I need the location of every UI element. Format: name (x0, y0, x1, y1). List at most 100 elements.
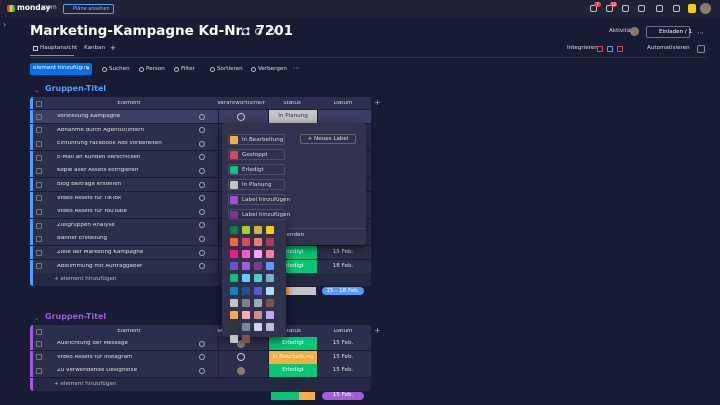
palette-swatch[interactable] (242, 250, 250, 259)
title-icon[interactable] (268, 28, 275, 35)
palette-swatch[interactable] (266, 322, 274, 331)
person-avatar[interactable] (237, 339, 245, 348)
status-cell[interactable]: Erledigt (269, 337, 317, 350)
row-checkbox[interactable] (36, 141, 42, 147)
item-name[interactable]: Einführung Facebook Ads vorbereiten (57, 141, 162, 147)
date-cell[interactable]: 15 Feb. (332, 249, 354, 255)
palette-swatch[interactable] (266, 238, 274, 247)
palette-swatch[interactable] (254, 298, 262, 307)
palette-swatch[interactable] (230, 286, 238, 295)
item-name[interactable]: E-Mail an Kunden verschicken (57, 154, 141, 160)
palette-swatch[interactable] (254, 286, 262, 295)
palette-swatch[interactable] (242, 334, 250, 343)
status-option[interactable]: Label hinzufügen (228, 209, 290, 220)
top-icon[interactable] (638, 5, 645, 12)
row-checkbox[interactable] (36, 340, 42, 347)
row-checkbox[interactable] (36, 209, 42, 215)
title-icon[interactable] (255, 28, 262, 35)
top-icon[interactable] (606, 5, 613, 12)
item-name[interactable]: Blog Beiträge erstellen (57, 182, 122, 187)
palette-swatch[interactable] (266, 250, 274, 259)
automate[interactable]: Automatisieren (647, 45, 690, 51)
palette-swatch[interactable] (230, 322, 238, 331)
item-name[interactable]: Abstimmung mit Auftraggeber (57, 263, 143, 269)
palette-swatch[interactable] (266, 262, 274, 271)
palette-swatch[interactable] (254, 322, 262, 331)
palette-swatch[interactable] (242, 298, 250, 307)
row-checkbox[interactable] (36, 354, 42, 361)
palette-swatch[interactable] (230, 274, 238, 283)
group-title[interactable]: Gruppen-Titel (45, 84, 107, 93)
toolbar-more[interactable]: ⋯ (293, 64, 300, 72)
item-name[interactable]: Video Assets für TikTok (57, 195, 122, 201)
palette-swatch[interactable] (242, 286, 250, 295)
invite-button[interactable]: Einladen / 1 (646, 26, 692, 38)
update-icon[interactable] (199, 195, 205, 202)
row-checkbox[interactable] (36, 368, 42, 374)
palette-swatch[interactable] (254, 250, 262, 259)
group-title[interactable]: Gruppen-Titel (45, 312, 107, 321)
integrate[interactable]: Integrieren (567, 45, 598, 51)
palette-swatch[interactable] (266, 274, 274, 283)
row-checkbox[interactable] (36, 168, 42, 175)
add-column[interactable]: + (374, 98, 381, 107)
palette-swatch[interactable] (230, 226, 238, 234)
update-icon[interactable] (199, 235, 205, 242)
item-name[interactable]: Kopie aller Assets korrigieren (57, 168, 139, 174)
new-label-button[interactable]: + Neues Label (300, 134, 356, 144)
update-icon[interactable] (199, 127, 205, 134)
row-checkbox[interactable] (36, 195, 42, 202)
top-icon[interactable] (673, 5, 680, 12)
item-name[interactable]: Video Assets für Instagram (57, 354, 133, 360)
palette-swatch[interactable] (254, 274, 262, 283)
palette-swatch[interactable] (254, 226, 262, 234)
apply-link[interactable]: wenden (282, 232, 305, 238)
palette-swatch[interactable] (266, 298, 274, 307)
add-item[interactable]: + element hinzufügen (54, 276, 117, 283)
palette-swatch[interactable] (230, 334, 238, 343)
sidebar-toggle[interactable]: › (3, 20, 7, 29)
status-cell[interactable]: Erledigt (269, 364, 317, 378)
palette-swatch[interactable] (242, 322, 250, 331)
item-name[interactable]: Zielgruppen Analyse (57, 222, 115, 228)
palette-swatch[interactable] (230, 262, 238, 271)
row-checkbox[interactable] (36, 236, 42, 243)
row-checkbox[interactable] (36, 113, 42, 120)
status-option[interactable]: In Planung (228, 179, 285, 190)
status-cell[interactable]: In Planung (269, 110, 317, 123)
date-cell[interactable]: 18 Feb. (332, 262, 354, 269)
palette-swatch[interactable] (254, 310, 262, 319)
update-icon[interactable] (199, 222, 205, 229)
date-cell[interactable]: 15 Feb. (332, 353, 354, 360)
palette-swatch[interactable] (254, 262, 262, 271)
update-icon[interactable] (199, 181, 205, 188)
add-tab[interactable]: + (110, 44, 116, 52)
toolbar-filter[interactable]: Filter (181, 65, 195, 72)
update-icon[interactable] (199, 113, 205, 120)
user-avatar[interactable] (700, 3, 711, 14)
status-option[interactable]: Gestoppt (228, 149, 285, 160)
palette-swatch[interactable] (230, 310, 238, 319)
update-icon[interactable] (199, 140, 205, 147)
palette-swatch[interactable] (266, 286, 274, 295)
palette-swatch[interactable] (242, 274, 250, 283)
update-icon[interactable] (199, 367, 205, 374)
palette-swatch[interactable] (242, 310, 250, 319)
palette-swatch[interactable] (230, 250, 238, 259)
palette-swatch[interactable] (266, 226, 274, 234)
collapse-button[interactable] (697, 45, 705, 53)
update-icon[interactable] (199, 249, 205, 256)
row-checkbox[interactable] (36, 249, 42, 256)
add-element-button[interactable]: element hinzufügen (30, 63, 92, 75)
item-name[interactable]: Zu verwendende Designstile (57, 368, 138, 374)
status-option[interactable]: Erledigt (228, 164, 285, 175)
person-placeholder[interactable] (237, 112, 245, 121)
row-checkbox[interactable] (36, 222, 42, 229)
status-option[interactable]: Label hinzufügen (228, 194, 290, 205)
item-name[interactable]: Ziele der Marketing Kampagne (57, 250, 144, 255)
add-item[interactable]: + element hinzufügen (54, 380, 117, 387)
toolbar-search[interactable]: Suchen (109, 65, 130, 72)
item-name[interactable]: Banner Erstellung (57, 236, 108, 242)
date-cell[interactable]: 15 Feb. (332, 340, 354, 346)
date-cell[interactable]: 15 Feb. (332, 367, 354, 374)
